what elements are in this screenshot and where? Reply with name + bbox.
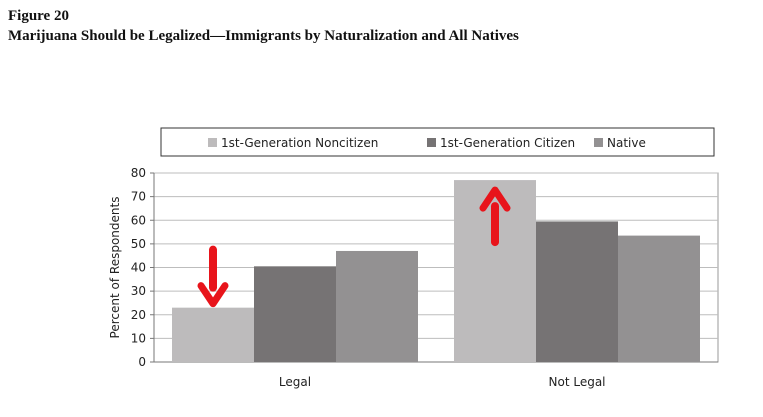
figure-label: Figure 20 bbox=[8, 8, 69, 24]
legend-label: 1st-Generation Noncitizen bbox=[221, 136, 378, 150]
bar bbox=[536, 221, 618, 362]
y-tick-label: 50 bbox=[131, 237, 146, 251]
legend-swatch bbox=[594, 138, 603, 147]
figure-title: Marijuana Should be Legalized—Immigrants… bbox=[8, 28, 519, 44]
arrow-up-icon bbox=[479, 186, 511, 247]
arrow-down-icon bbox=[197, 245, 229, 308]
y-axis-label: Percent of Respondents bbox=[108, 197, 122, 339]
y-tick-label: 10 bbox=[131, 331, 146, 345]
bar bbox=[254, 266, 336, 362]
legend-swatch bbox=[208, 138, 217, 147]
x-category-label: Legal bbox=[279, 375, 311, 389]
legend-label: Native bbox=[607, 136, 646, 150]
y-tick-label: 70 bbox=[131, 190, 146, 204]
bar bbox=[172, 307, 254, 362]
y-tick-label: 20 bbox=[131, 308, 146, 322]
x-category-label: Not Legal bbox=[549, 375, 606, 389]
y-tick-label: 80 bbox=[131, 166, 146, 180]
y-tick-label: 0 bbox=[138, 355, 146, 369]
legend-label: 1st-Generation Citizen bbox=[440, 136, 575, 150]
legend-box bbox=[160, 127, 715, 157]
bar bbox=[336, 250, 418, 362]
y-tick-label: 30 bbox=[131, 284, 146, 298]
y-tick-label: 40 bbox=[131, 261, 146, 275]
legend-swatch bbox=[427, 138, 436, 147]
bar bbox=[618, 235, 700, 362]
y-tick-label: 60 bbox=[131, 213, 146, 227]
